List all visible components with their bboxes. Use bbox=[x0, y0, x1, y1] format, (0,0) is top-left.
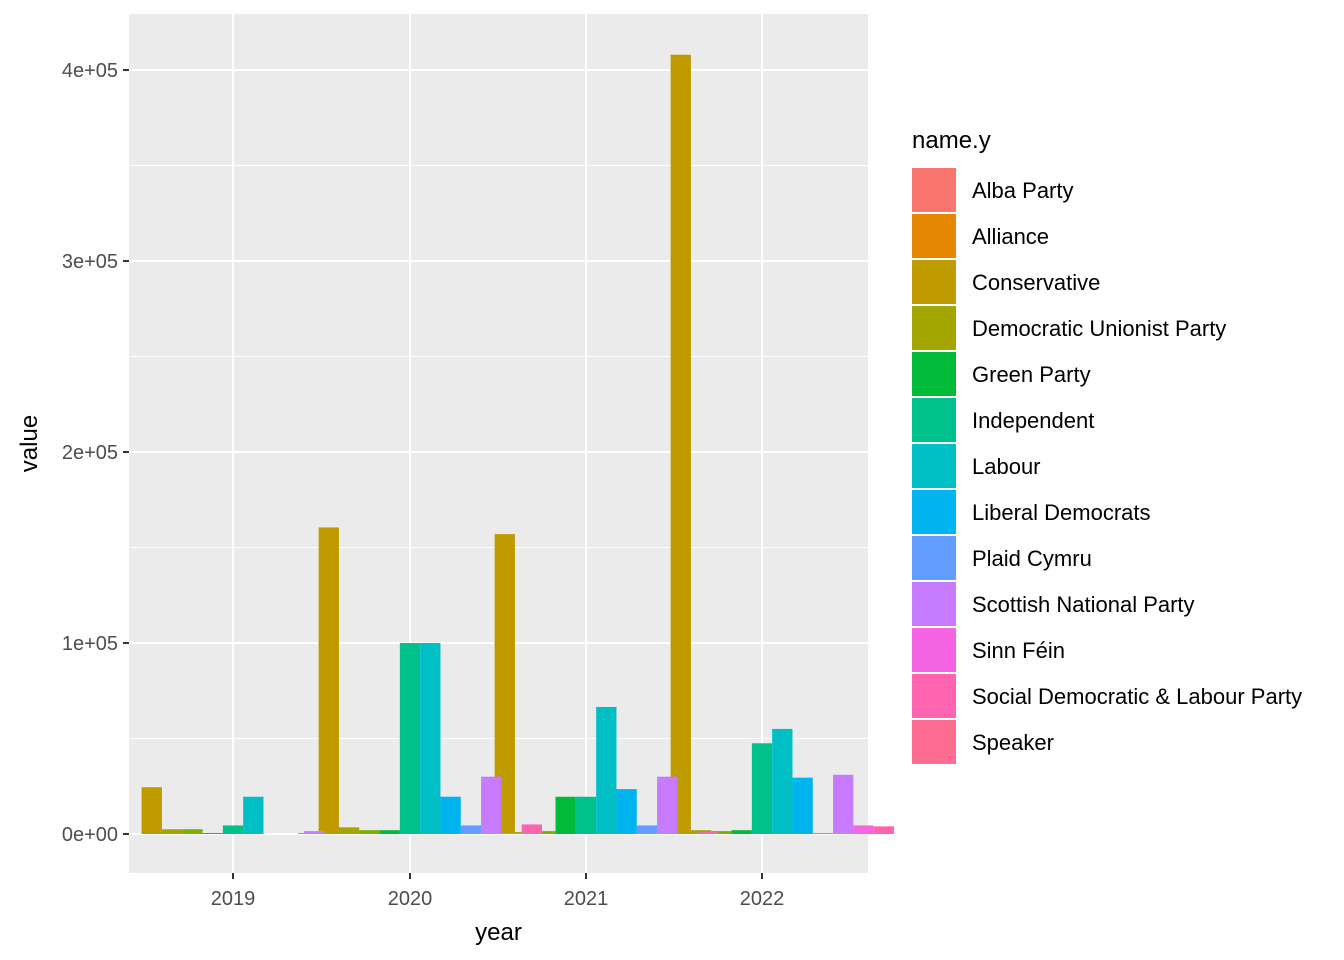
y-tick-label: 4e+05 bbox=[62, 60, 118, 82]
bar bbox=[697, 832, 718, 834]
bar bbox=[222, 825, 244, 834]
bar bbox=[711, 831, 732, 834]
x-tick-label: 2022 bbox=[740, 888, 785, 910]
bar bbox=[379, 830, 400, 834]
bar bbox=[751, 743, 773, 834]
x-axis-title: year bbox=[475, 919, 522, 946]
y-axis-title: value bbox=[16, 415, 43, 472]
bar bbox=[202, 833, 223, 834]
bar bbox=[460, 825, 482, 834]
legend-label: Conservative bbox=[972, 270, 1100, 295]
bar bbox=[440, 796, 461, 834]
legend-swatch bbox=[912, 490, 956, 534]
legend-label: Green Party bbox=[972, 362, 1091, 387]
bar bbox=[161, 829, 183, 834]
legend: name.y Alba Party Alliance Conservative Dem… bbox=[912, 127, 1302, 764]
y-tick-label: 3e+05 bbox=[62, 251, 118, 273]
bar bbox=[833, 774, 854, 834]
bar bbox=[494, 534, 515, 834]
bar bbox=[772, 728, 793, 834]
bar bbox=[636, 825, 658, 834]
x-tick-label: 2019 bbox=[211, 888, 256, 910]
bar bbox=[616, 789, 637, 834]
legend-title: name.y bbox=[912, 127, 991, 154]
bar bbox=[338, 827, 360, 834]
legend-swatch bbox=[912, 674, 956, 718]
legend-items: Alba Party Alliance Conservative Democratic… bbox=[912, 168, 1302, 764]
bar bbox=[521, 824, 542, 834]
bar bbox=[318, 527, 339, 834]
bar bbox=[481, 776, 502, 834]
bar bbox=[141, 787, 162, 834]
bar bbox=[555, 796, 576, 834]
legend-swatch bbox=[912, 214, 956, 258]
bar bbox=[182, 829, 203, 834]
y-axis-ticks: 0e+00 1e+05 2e+05 3e+05 4e+05 bbox=[62, 60, 129, 846]
bar bbox=[812, 833, 834, 834]
bar bbox=[853, 825, 874, 834]
legend-swatch bbox=[912, 398, 956, 442]
y-tick-label: 0e+00 bbox=[62, 824, 118, 846]
bar bbox=[359, 830, 380, 834]
legend-swatch bbox=[912, 582, 956, 626]
legend-swatch bbox=[912, 352, 956, 396]
legend-label: Democratic Unionist Party bbox=[972, 316, 1226, 341]
x-tick-label: 2021 bbox=[564, 888, 609, 910]
legend-swatch bbox=[912, 306, 956, 350]
x-axis-ticks: 2019 2020 2021 2022 bbox=[211, 873, 785, 910]
legend-swatch bbox=[912, 536, 956, 580]
bar bbox=[535, 831, 556, 834]
legend-label: Social Democratic & Labour Party bbox=[972, 684, 1302, 709]
bar bbox=[690, 830, 712, 834]
legend-label: Labour bbox=[972, 454, 1041, 479]
bar bbox=[596, 706, 617, 834]
y-tick-label: 1e+05 bbox=[62, 633, 118, 655]
legend-label: Plaid Cymru bbox=[972, 546, 1092, 571]
bar bbox=[792, 777, 813, 834]
bar bbox=[399, 643, 421, 834]
legend-swatch bbox=[912, 720, 956, 764]
legend-label: Independent bbox=[972, 408, 1094, 433]
bar bbox=[731, 830, 752, 834]
bar bbox=[501, 833, 522, 834]
bar bbox=[670, 54, 691, 835]
bar bbox=[657, 776, 678, 834]
y-tick-label: 2e+05 bbox=[62, 442, 118, 464]
bars bbox=[141, 54, 894, 835]
legend-label: Liberal Democrats bbox=[972, 500, 1151, 525]
bar bbox=[304, 831, 325, 834]
legend-swatch bbox=[912, 260, 956, 304]
legend-label: Alliance bbox=[972, 224, 1049, 249]
legend-label: Scottish National Party bbox=[972, 592, 1195, 617]
legend-label: Speaker bbox=[972, 730, 1054, 755]
bar bbox=[243, 796, 264, 834]
legend-label: Sinn Féin bbox=[972, 638, 1065, 663]
bar bbox=[873, 826, 894, 834]
x-tick-label: 2020 bbox=[388, 888, 433, 910]
legend-swatch bbox=[912, 628, 956, 672]
legend-swatch bbox=[912, 444, 956, 488]
legend-swatch bbox=[912, 168, 956, 212]
bar bbox=[420, 643, 441, 834]
bar bbox=[575, 796, 597, 834]
legend-label: Alba Party bbox=[972, 178, 1074, 203]
